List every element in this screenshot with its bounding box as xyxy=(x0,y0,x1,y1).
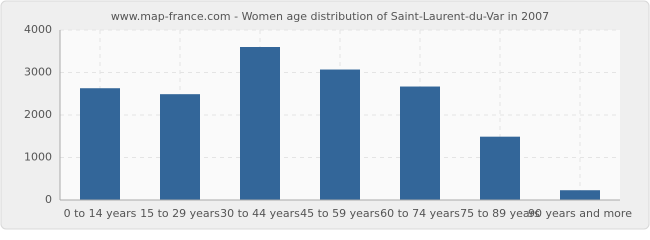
bar xyxy=(320,69,360,201)
y-tick-label: 3000 xyxy=(24,66,52,79)
y-tick-label: 4000 xyxy=(24,23,52,36)
y-tick-label: 0 xyxy=(45,193,52,206)
bar xyxy=(400,86,440,200)
x-tick-label: 90 years and more xyxy=(528,207,632,220)
bar xyxy=(560,190,600,200)
x-tick-label: 45 to 59 years xyxy=(300,207,380,220)
bar xyxy=(240,47,280,200)
bar xyxy=(160,94,200,200)
bar xyxy=(480,136,520,200)
bar xyxy=(80,88,120,200)
x-tick-label: 15 to 29 years xyxy=(140,207,220,220)
chart: www.map-france.com - Women age distribut… xyxy=(0,0,650,230)
chart-title: www.map-france.com - Women age distribut… xyxy=(111,10,549,23)
y-tick-label: 1000 xyxy=(24,151,52,164)
y-tick-label: 2000 xyxy=(24,108,52,121)
x-tick-label: 75 to 89 years xyxy=(460,207,540,220)
x-tick-label: 0 to 14 years xyxy=(64,207,137,220)
x-tick-label: 60 to 74 years xyxy=(380,207,460,220)
x-tick-label: 30 to 44 years xyxy=(220,207,300,220)
